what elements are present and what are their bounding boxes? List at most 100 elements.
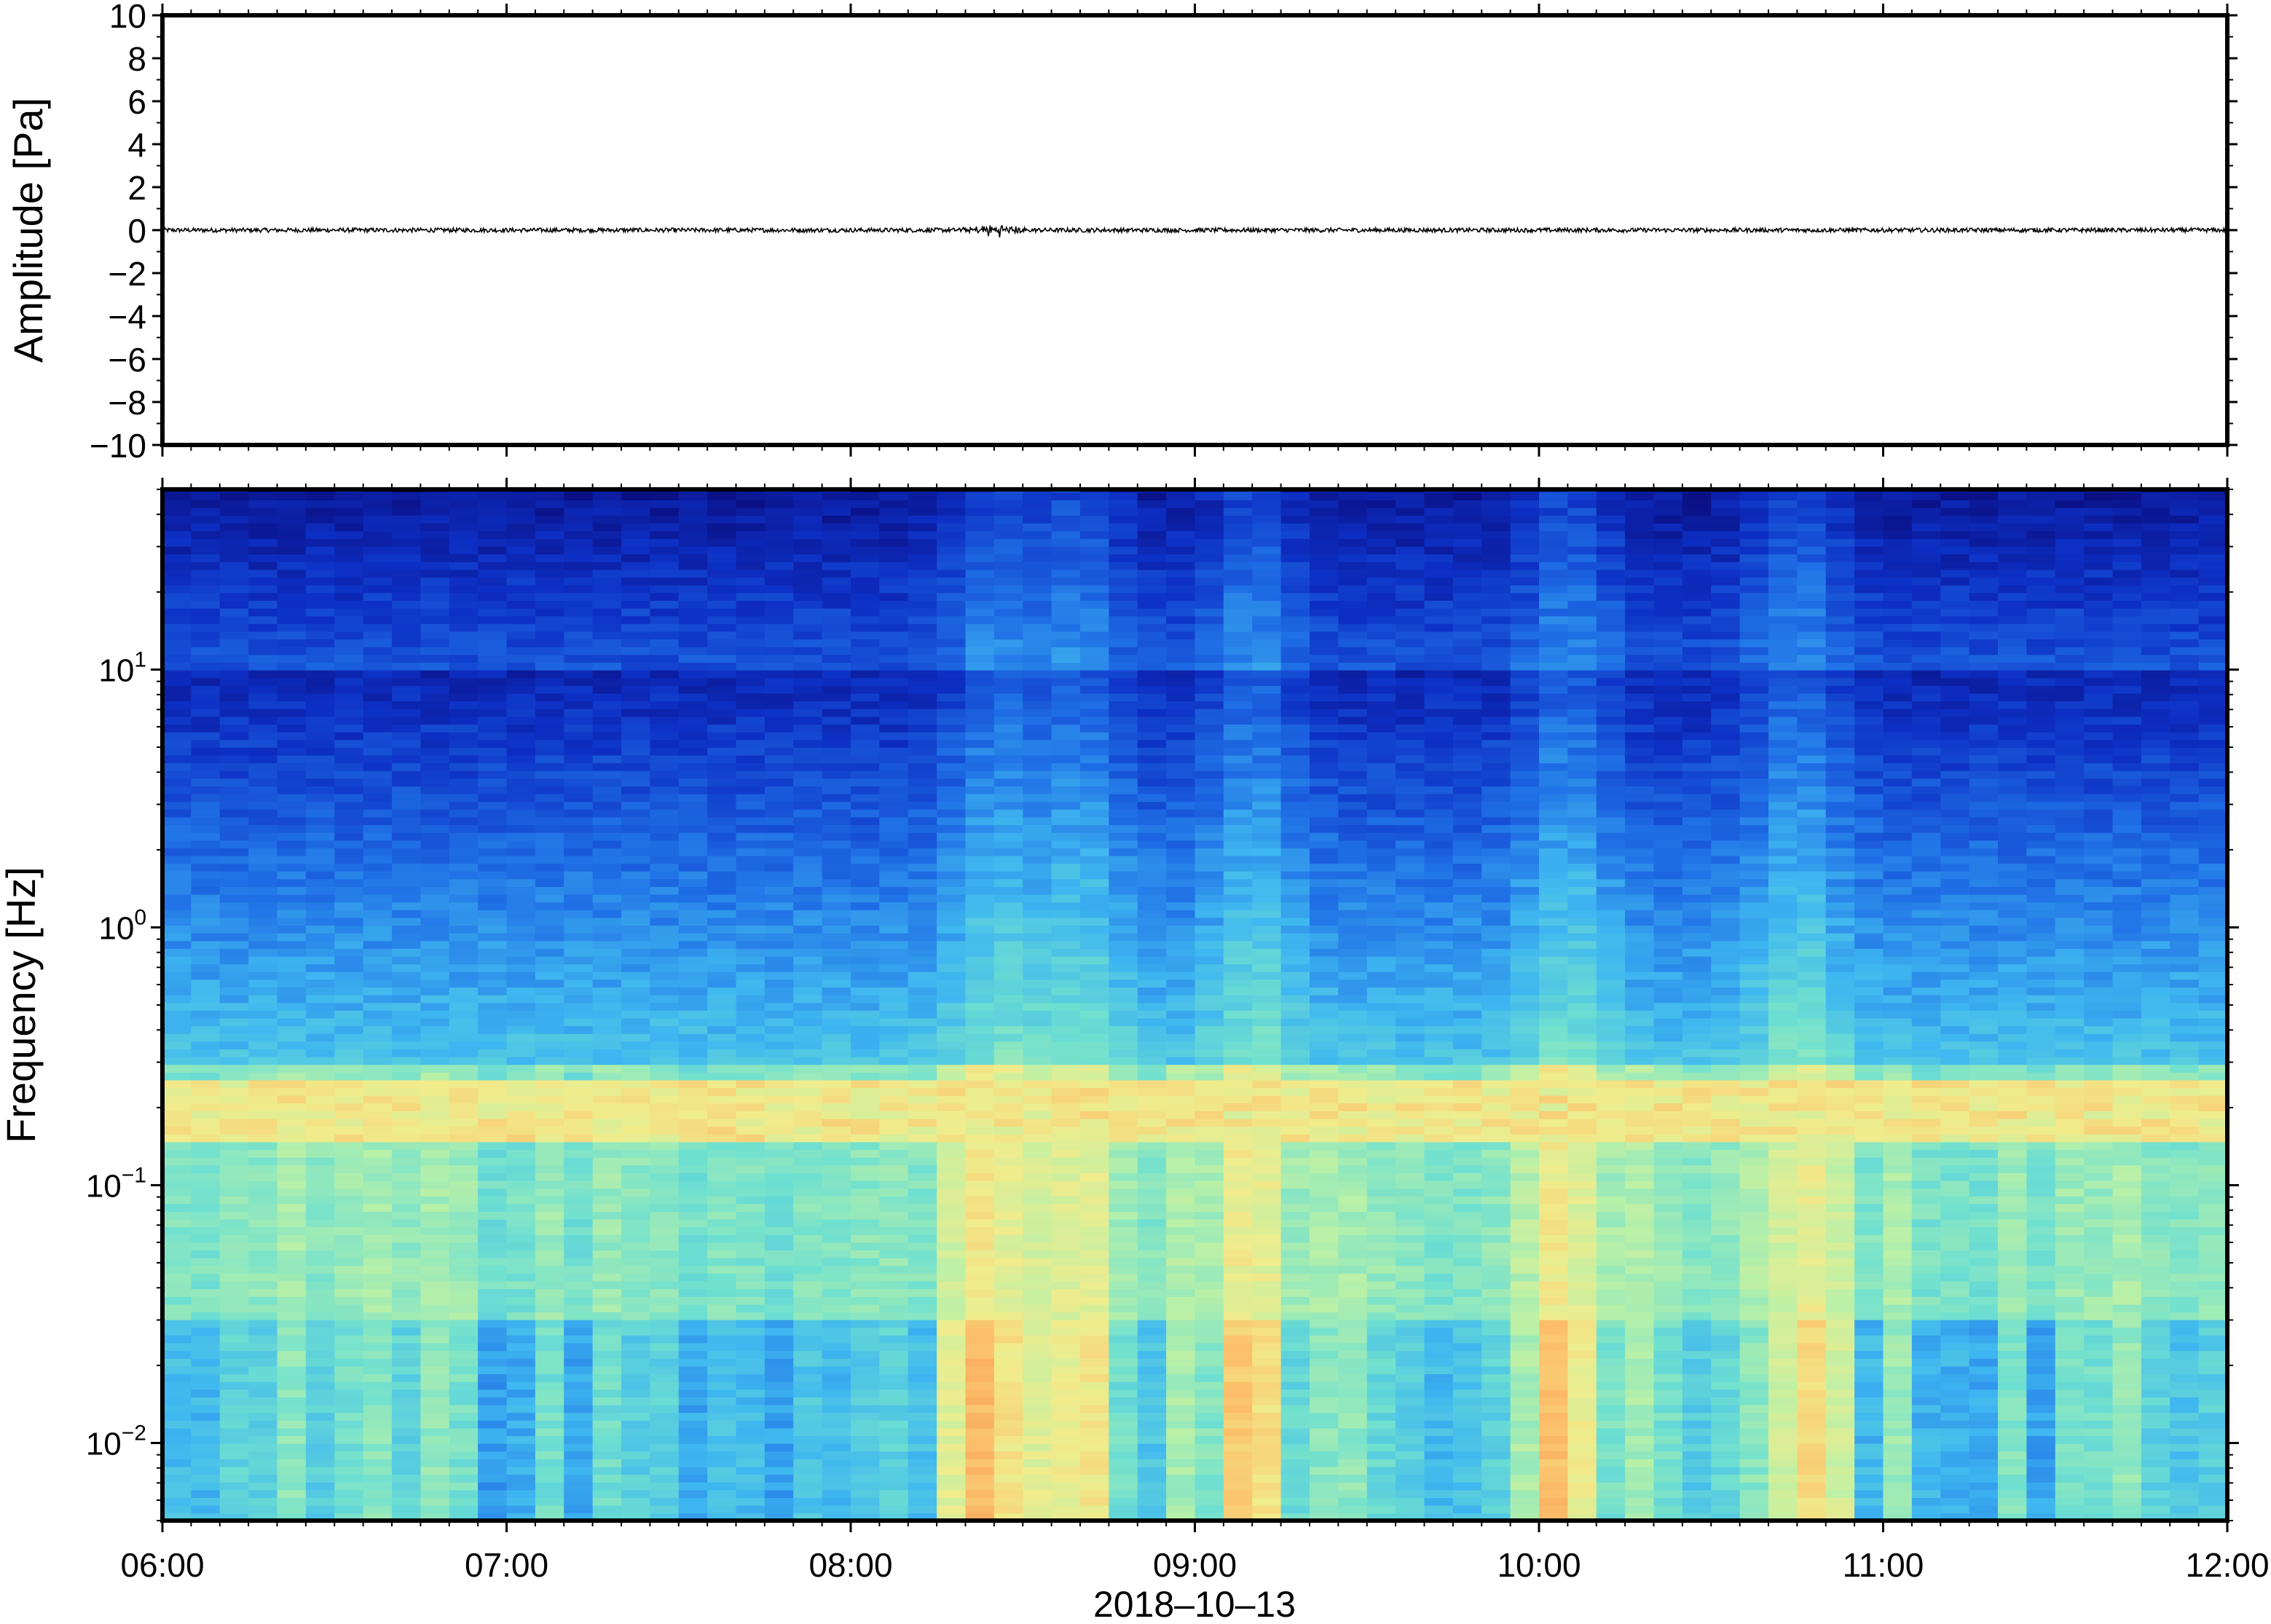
spectrogram-cell [1166, 1095, 1196, 1104]
waveform-time-ticks [161, 4, 2229, 457]
spectrogram-cell [908, 1111, 937, 1119]
spectrogram-cell [592, 816, 622, 825]
spectrogram-cell [822, 1265, 851, 1274]
spectrogram-cell [1166, 902, 1196, 910]
spectrogram-cell [248, 1095, 278, 1104]
spectrogram-cell [908, 639, 937, 647]
spectrogram-cell [1109, 1226, 1138, 1235]
spectrogram-cell [478, 1126, 508, 1135]
spectrogram-cell [392, 492, 422, 500]
spectrogram-cell [793, 932, 823, 942]
spectrogram-cell [678, 1451, 708, 1459]
spectrogram-cell [1023, 639, 1052, 647]
spectrogram-cell [822, 1350, 851, 1359]
spectrogram-cell [219, 631, 249, 640]
spectrogram-cell [1109, 979, 1138, 988]
spectrogram-cell [392, 1273, 422, 1282]
spectrogram-cell [363, 886, 393, 895]
spectrogram-cell [334, 1079, 364, 1089]
spectrogram-cell [592, 693, 622, 702]
spectrogram-cell [965, 1419, 995, 1429]
spectrogram-cell [822, 902, 851, 910]
spectrogram-cell [650, 1033, 680, 1042]
spectrogram-cell [535, 1335, 565, 1344]
spectrogram-cell [564, 1427, 594, 1436]
spectrogram-cell [1051, 1234, 1081, 1243]
spectrogram-cell [449, 1218, 479, 1228]
spectrogram-cell [592, 979, 622, 988]
spectrogram-cell [793, 1381, 823, 1390]
spectrogram-cell [1109, 808, 1138, 818]
spectrogram-cell [334, 971, 364, 980]
spectrogram-cell [506, 500, 536, 508]
spectrogram-cell [1051, 577, 1081, 586]
spectrogram-cell [822, 994, 851, 1004]
spectrogram-cell [965, 639, 995, 647]
spectrogram-cell [793, 1126, 823, 1135]
spectrogram-cell [851, 561, 881, 570]
spectrogram-cell [879, 615, 909, 624]
spectrogram-cell [1051, 747, 1081, 756]
spectrogram-cell [1023, 1250, 1052, 1258]
spectrogram-cell [363, 677, 393, 686]
spectrogram-cell [478, 561, 508, 570]
spectrogram-cell [392, 870, 422, 880]
spectrogram-cell [277, 848, 307, 856]
spectrogram-cell [449, 878, 479, 887]
spectrogram-cell [219, 1095, 249, 1104]
spectrogram-cell [764, 1103, 795, 1111]
spectrogram-cell [678, 963, 708, 972]
spectrogram-cell [707, 1072, 737, 1081]
spectrogram-cell [592, 592, 622, 602]
spectrogram-cell [334, 786, 364, 795]
spectrogram-cell [363, 1111, 393, 1119]
spectrogram-cell [965, 646, 995, 655]
spectrogram-cell [793, 1087, 823, 1096]
spectrogram-cell [219, 1079, 249, 1089]
spectrogram-cell [219, 701, 249, 709]
spectrogram-cell [1080, 1195, 1110, 1205]
spectrogram-cell [851, 863, 881, 872]
spectrogram-cell [392, 1103, 422, 1111]
spectrogram-cell [822, 948, 851, 957]
spectrogram-cell [392, 1033, 422, 1042]
spectrogram-cell [1137, 669, 1167, 679]
spectrogram-cell [506, 569, 536, 578]
spectrogram-cell [506, 840, 536, 848]
spectrogram-cell [793, 948, 823, 957]
spectrogram-cell [822, 848, 851, 856]
spectrogram-cell [191, 1041, 221, 1049]
spectrogram-cell [993, 530, 1024, 540]
spectrogram-cell [506, 1203, 536, 1212]
spectrogram-cell [420, 500, 450, 508]
spectrogram-cell [937, 1164, 967, 1173]
spectrogram-cell [1166, 786, 1196, 795]
spectrogram-cell [965, 545, 995, 555]
spectrogram-cell [965, 754, 995, 764]
spectrogram-cell [908, 1195, 937, 1205]
spectrogram-cell [937, 1288, 967, 1297]
spectrogram-cell [1023, 1033, 1052, 1042]
spectrogram-cell [993, 1273, 1024, 1282]
spectrogram-cell [535, 1474, 565, 1483]
spectrogram-cell [564, 600, 594, 609]
spectrogram-cell [535, 1365, 565, 1375]
spectrogram-cell [879, 1226, 909, 1235]
spectrogram-cell [879, 716, 909, 725]
spectrogram-cell [506, 793, 536, 803]
spectrogram-cell [621, 979, 651, 988]
spectrogram-cell [621, 1250, 651, 1258]
spectrogram-cell [993, 1049, 1024, 1057]
spectrogram-cell [650, 1257, 680, 1266]
spectrogram-cell [219, 1481, 249, 1491]
spectrogram-cell [965, 561, 995, 570]
spectrogram-cell [993, 925, 1024, 934]
spectrogram-cell [219, 1141, 249, 1151]
spectrogram-cell [334, 1265, 364, 1274]
spectrogram-cell [277, 507, 307, 516]
spectrogram-cell [305, 693, 336, 702]
spectrogram-cell [162, 631, 192, 640]
spectrogram-cell [764, 1079, 795, 1089]
spectrogram-cell [420, 1397, 450, 1406]
spectrogram-cell [334, 925, 364, 934]
